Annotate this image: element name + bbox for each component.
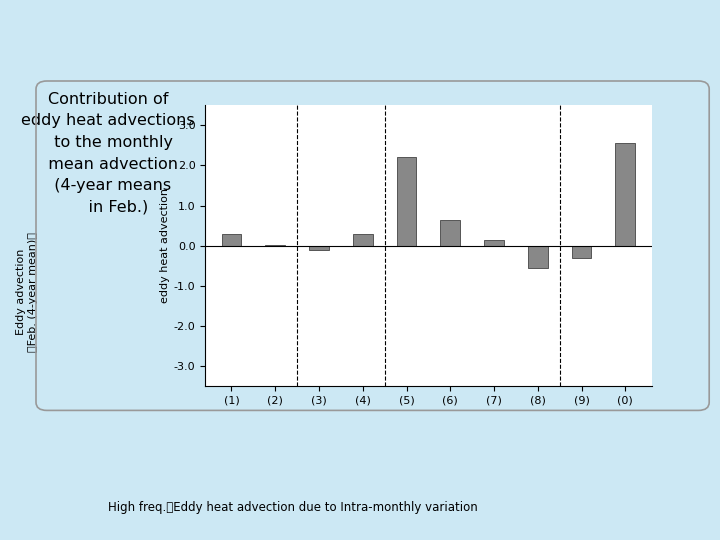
Text: Eddy advection
（Feb. (4-year mean)）: Eddy advection （Feb. (4-year mean)） <box>16 232 38 352</box>
Bar <box>397 158 416 246</box>
Text: Contribution of
eddy heat advections
  to the monthly
  mean advection
  (4-year: Contribution of eddy heat advections to … <box>21 92 195 215</box>
Bar <box>353 234 373 246</box>
Bar <box>616 144 635 246</box>
Bar <box>309 246 329 249</box>
Y-axis label: eddy heat advection: eddy heat advection <box>160 188 170 303</box>
Bar <box>528 246 548 268</box>
Bar <box>485 240 504 246</box>
Bar <box>572 246 591 258</box>
Text: High freq.＝Eddy heat advection due to Intra-monthly variation: High freq.＝Eddy heat advection due to In… <box>108 501 478 514</box>
Bar <box>441 220 460 246</box>
Bar <box>222 234 241 246</box>
Bar <box>266 245 285 246</box>
